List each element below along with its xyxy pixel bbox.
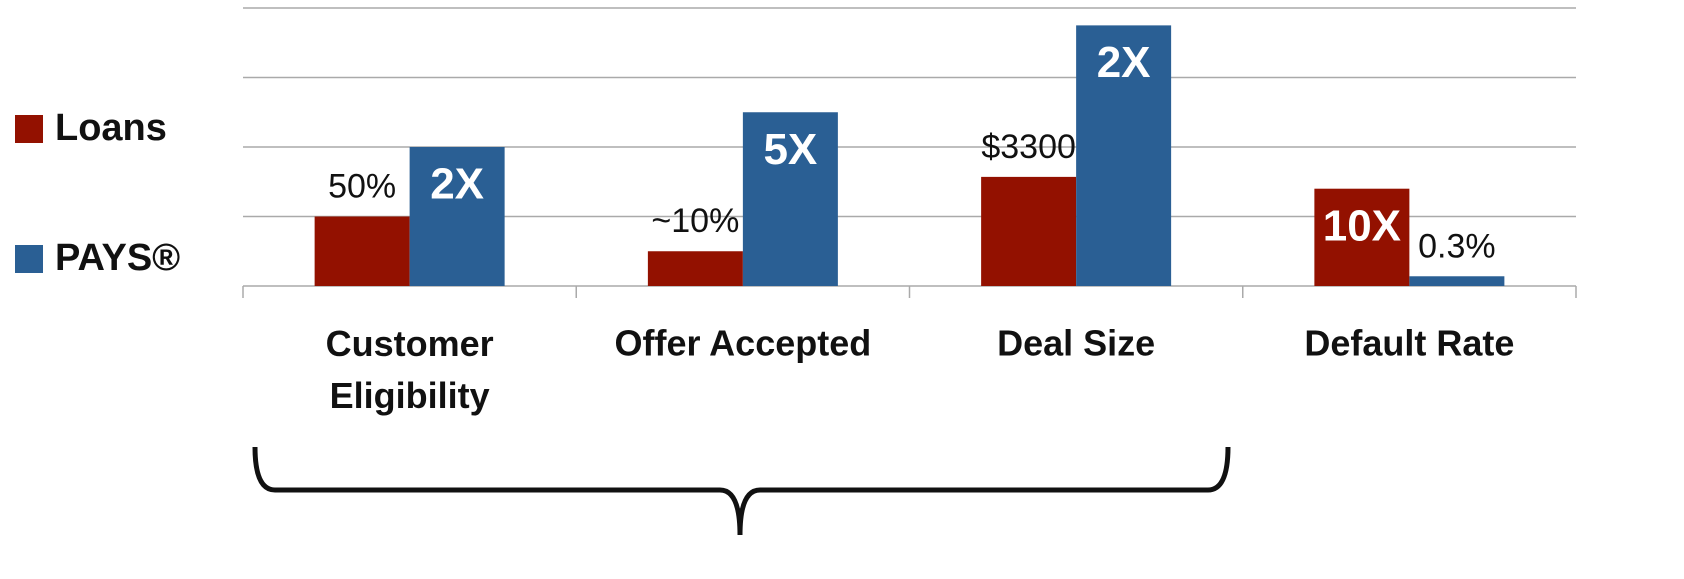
x-tick-label: Default Rate bbox=[1304, 323, 1514, 364]
brace bbox=[252, 446, 1231, 536]
bar bbox=[314, 216, 410, 286]
bar bbox=[742, 112, 838, 286]
bar-label: 2X bbox=[1097, 38, 1151, 87]
bar bbox=[1076, 25, 1172, 286]
legend-swatch bbox=[15, 115, 43, 143]
bar bbox=[1409, 276, 1505, 286]
bar-label: 0.3% bbox=[1418, 227, 1496, 265]
legend-label: PAYS® bbox=[55, 237, 180, 279]
x-tick-label: Offer Accepted bbox=[615, 323, 872, 364]
bar-label: ~10% bbox=[651, 202, 739, 240]
bar-label: 5X bbox=[763, 125, 817, 174]
bar-label: $3300 bbox=[981, 128, 1076, 166]
bar-label: 10X bbox=[1323, 201, 1401, 250]
bar bbox=[981, 176, 1077, 286]
x-tick-label: Deal Size bbox=[997, 323, 1155, 364]
x-tick-label: Customer Eligibility bbox=[326, 323, 494, 416]
bar bbox=[409, 147, 505, 286]
legend-label: Loans bbox=[55, 107, 167, 149]
bar bbox=[647, 251, 743, 286]
bar-label: 50% bbox=[328, 167, 396, 205]
bar bbox=[1314, 188, 1410, 286]
bar-label: 2X bbox=[430, 160, 484, 209]
legend-swatch bbox=[15, 245, 43, 273]
